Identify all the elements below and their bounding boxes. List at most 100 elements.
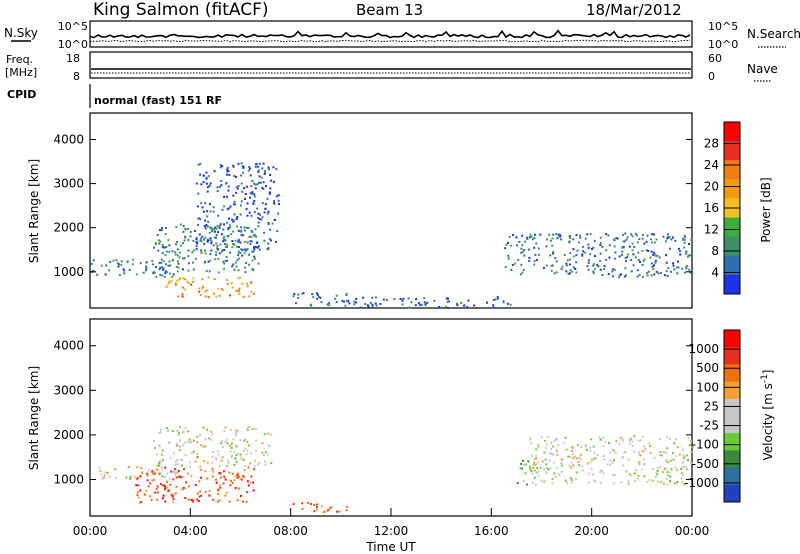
radar-point bbox=[633, 435, 636, 438]
radar-point bbox=[257, 169, 260, 172]
radar-point bbox=[253, 195, 256, 198]
radar-point bbox=[676, 481, 679, 483]
radar-point bbox=[599, 241, 602, 244]
radar-point bbox=[596, 454, 599, 457]
radar-point bbox=[230, 233, 233, 236]
radar-point bbox=[136, 491, 139, 494]
radar-point bbox=[625, 238, 628, 241]
radar-point bbox=[175, 279, 178, 282]
radar-point bbox=[614, 257, 617, 260]
radar-point bbox=[649, 256, 652, 259]
radar-point bbox=[611, 270, 614, 273]
radar-point bbox=[359, 306, 362, 309]
radar-point bbox=[689, 439, 692, 442]
radar-point bbox=[672, 262, 675, 265]
radar-point bbox=[146, 479, 149, 482]
radar-point bbox=[329, 506, 332, 509]
radar-point bbox=[212, 244, 215, 247]
radar-point bbox=[227, 189, 230, 192]
radar-point bbox=[669, 270, 672, 273]
y-tick-label: 1000 bbox=[53, 265, 84, 279]
radar-point bbox=[178, 431, 180, 434]
radar-point bbox=[237, 277, 240, 280]
radar-point bbox=[601, 274, 604, 276]
radar-point bbox=[654, 254, 657, 257]
radar-point bbox=[672, 458, 675, 461]
radar-point bbox=[545, 447, 548, 450]
radar-point bbox=[258, 175, 261, 178]
y-tick-label: 3000 bbox=[53, 177, 84, 191]
radar-point bbox=[207, 239, 210, 242]
radar-point bbox=[192, 268, 195, 271]
radar-point bbox=[567, 272, 570, 275]
radar-point bbox=[198, 233, 201, 236]
radar-point bbox=[539, 466, 542, 469]
radar-point bbox=[661, 471, 664, 474]
radar-point bbox=[630, 474, 633, 477]
radar-point bbox=[688, 444, 691, 447]
radar-point bbox=[667, 461, 670, 464]
radar-point bbox=[569, 477, 572, 479]
radar-point bbox=[629, 442, 631, 445]
radar-point bbox=[227, 461, 230, 464]
radar-point bbox=[205, 177, 208, 180]
radar-point bbox=[572, 266, 575, 269]
radar-point bbox=[563, 254, 566, 256]
radar-point bbox=[599, 481, 602, 484]
colorbar-tick-label: 100 bbox=[696, 380, 719, 394]
radar-point bbox=[666, 460, 669, 463]
radar-point bbox=[244, 447, 247, 450]
radar-point bbox=[252, 202, 255, 204]
radar-point bbox=[156, 468, 159, 471]
radar-point bbox=[257, 262, 260, 265]
radar-point bbox=[624, 232, 627, 235]
radar-point bbox=[145, 265, 148, 268]
radar-point bbox=[235, 218, 238, 220]
colorbar-swatch bbox=[724, 433, 740, 451]
radar-point bbox=[594, 255, 596, 257]
radar-point bbox=[250, 214, 253, 217]
radar-point bbox=[335, 301, 338, 303]
radar-point bbox=[253, 255, 256, 258]
radar-point bbox=[652, 253, 655, 256]
radar-point bbox=[211, 230, 214, 233]
radar-point bbox=[162, 494, 165, 497]
radar-point bbox=[264, 463, 267, 466]
radar-point bbox=[235, 444, 237, 447]
radar-point bbox=[223, 470, 225, 473]
radar-point bbox=[188, 438, 191, 441]
radar-point bbox=[212, 292, 215, 295]
radar-point bbox=[245, 208, 248, 211]
radar-point bbox=[217, 248, 219, 251]
radar-point bbox=[183, 227, 186, 230]
radar-point bbox=[215, 253, 218, 256]
radar-point bbox=[228, 445, 231, 448]
colorbar-tick-label: 12 bbox=[704, 223, 719, 237]
radar-point bbox=[165, 263, 168, 266]
colorbar-swatch bbox=[724, 364, 740, 383]
radar-point bbox=[246, 441, 249, 443]
radar-point bbox=[625, 469, 628, 472]
radar-point bbox=[521, 467, 523, 470]
radar-point bbox=[685, 267, 688, 270]
radar-point bbox=[320, 301, 323, 304]
radar-point bbox=[195, 248, 198, 251]
radar-point bbox=[634, 256, 637, 259]
radar-point bbox=[224, 246, 227, 248]
radar-point bbox=[578, 456, 580, 459]
radar-point bbox=[251, 427, 254, 430]
x-tick-label: 16:00 bbox=[474, 524, 509, 538]
radar-point bbox=[533, 260, 536, 263]
radar-point bbox=[266, 197, 269, 200]
y-tick-label: 3000 bbox=[53, 383, 84, 397]
radar-point bbox=[267, 432, 270, 435]
radar-point bbox=[190, 475, 193, 478]
radar-point bbox=[621, 250, 624, 253]
radar-point bbox=[556, 438, 559, 441]
radar-point bbox=[328, 302, 331, 304]
radar-point bbox=[225, 173, 228, 176]
freq-label-1: Freq. bbox=[6, 53, 33, 66]
radar-point bbox=[184, 278, 187, 281]
radar-point bbox=[532, 481, 534, 484]
